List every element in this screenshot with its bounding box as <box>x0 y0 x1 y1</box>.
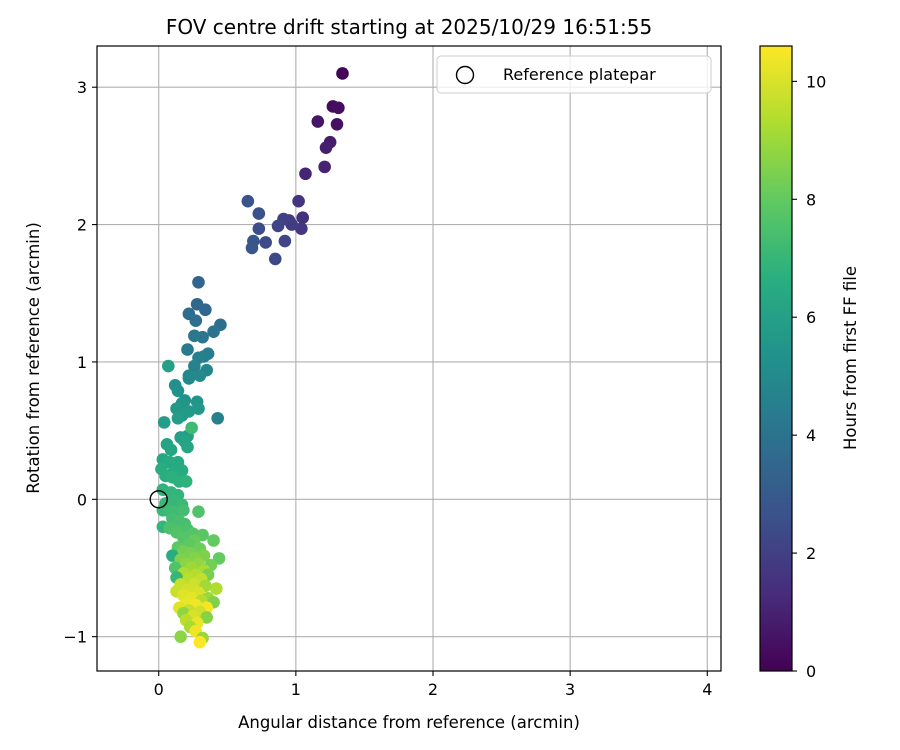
data-point <box>319 141 333 154</box>
y-tick-label: 0 <box>77 490 87 509</box>
data-point <box>200 611 214 624</box>
colorbar-frame <box>759 45 793 672</box>
legend-marker <box>455 65 475 85</box>
y-tick-label: 1 <box>77 353 87 372</box>
data-point <box>207 534 220 547</box>
data-point <box>259 236 272 249</box>
y-axis-label: Rotation from reference (arcmin) <box>24 222 43 494</box>
data-point <box>296 211 310 225</box>
data-point <box>245 241 259 255</box>
data-point <box>179 475 193 488</box>
colorbar-gradient <box>760 46 792 671</box>
data-point <box>193 635 207 649</box>
y-tick-label: 3 <box>77 78 87 97</box>
data-point <box>292 194 305 208</box>
data-points <box>155 67 349 649</box>
legend: Reference platepar <box>436 55 712 94</box>
data-point <box>252 207 266 220</box>
data-point <box>336 67 349 80</box>
data-point <box>162 359 175 373</box>
legend-box <box>436 55 712 94</box>
data-point <box>177 503 190 517</box>
data-point <box>188 359 201 373</box>
data-point <box>295 222 308 235</box>
legend-label: Reference platepar <box>503 65 656 84</box>
data-point <box>211 411 224 425</box>
data-point <box>192 275 205 289</box>
data-point <box>332 101 345 115</box>
data-point <box>181 440 194 454</box>
x-axis-ticks: 0 1 2 3 4 <box>154 671 712 699</box>
x-tick-label: 1 <box>291 680 301 699</box>
colorbar-tick-label: 0 <box>806 662 816 681</box>
data-point <box>192 402 205 415</box>
colorbar: 0 2 4 6 8 10 Hours from first FF file <box>759 45 860 681</box>
data-point <box>193 369 207 382</box>
data-point <box>157 416 171 429</box>
data-point <box>164 443 178 457</box>
y-tick-label: −1 <box>63 628 87 647</box>
data-point <box>185 421 198 435</box>
data-point <box>311 115 325 128</box>
data-point <box>252 222 266 235</box>
data-point <box>210 582 223 595</box>
y-axis-ticks: −1 0 1 2 3 <box>63 78 97 647</box>
data-point <box>192 505 205 518</box>
colorbar-ticks: 0 2 4 6 8 10 <box>792 72 826 681</box>
colorbar-tick-label: 8 <box>806 190 816 209</box>
data-point <box>182 372 196 385</box>
data-point <box>171 384 185 398</box>
data-point <box>278 234 292 248</box>
x-tick-label: 0 <box>154 680 164 699</box>
x-axis-label: Angular distance from reference (arcmin) <box>238 713 580 732</box>
data-point <box>271 219 285 233</box>
data-point <box>171 411 185 425</box>
data-point <box>318 160 331 174</box>
chart-title: FOV centre drift starting at 2025/10/29 … <box>166 15 652 39</box>
colorbar-tick-label: 6 <box>806 308 816 327</box>
colorbar-tick-label: 10 <box>806 72 826 91</box>
colorbar-tick-label: 4 <box>806 426 816 445</box>
x-tick-label: 2 <box>428 680 438 699</box>
colorbar-label: Hours from first FF file <box>841 266 860 450</box>
y-tick-label: 2 <box>77 216 87 235</box>
data-point <box>199 303 212 317</box>
data-point <box>188 329 201 343</box>
data-point <box>174 630 187 643</box>
data-point <box>189 314 203 328</box>
data-point <box>181 343 194 356</box>
x-tick-label: 3 <box>565 680 575 699</box>
data-point <box>241 194 255 208</box>
colorbar-tick-label: 2 <box>806 544 816 563</box>
reference-platepar-marker <box>149 490 168 509</box>
data-point <box>330 117 344 131</box>
plot-frame <box>96 45 722 672</box>
data-point <box>268 252 282 266</box>
data-point <box>207 325 220 339</box>
data-point <box>299 167 312 181</box>
x-tick-label: 4 <box>702 680 712 699</box>
